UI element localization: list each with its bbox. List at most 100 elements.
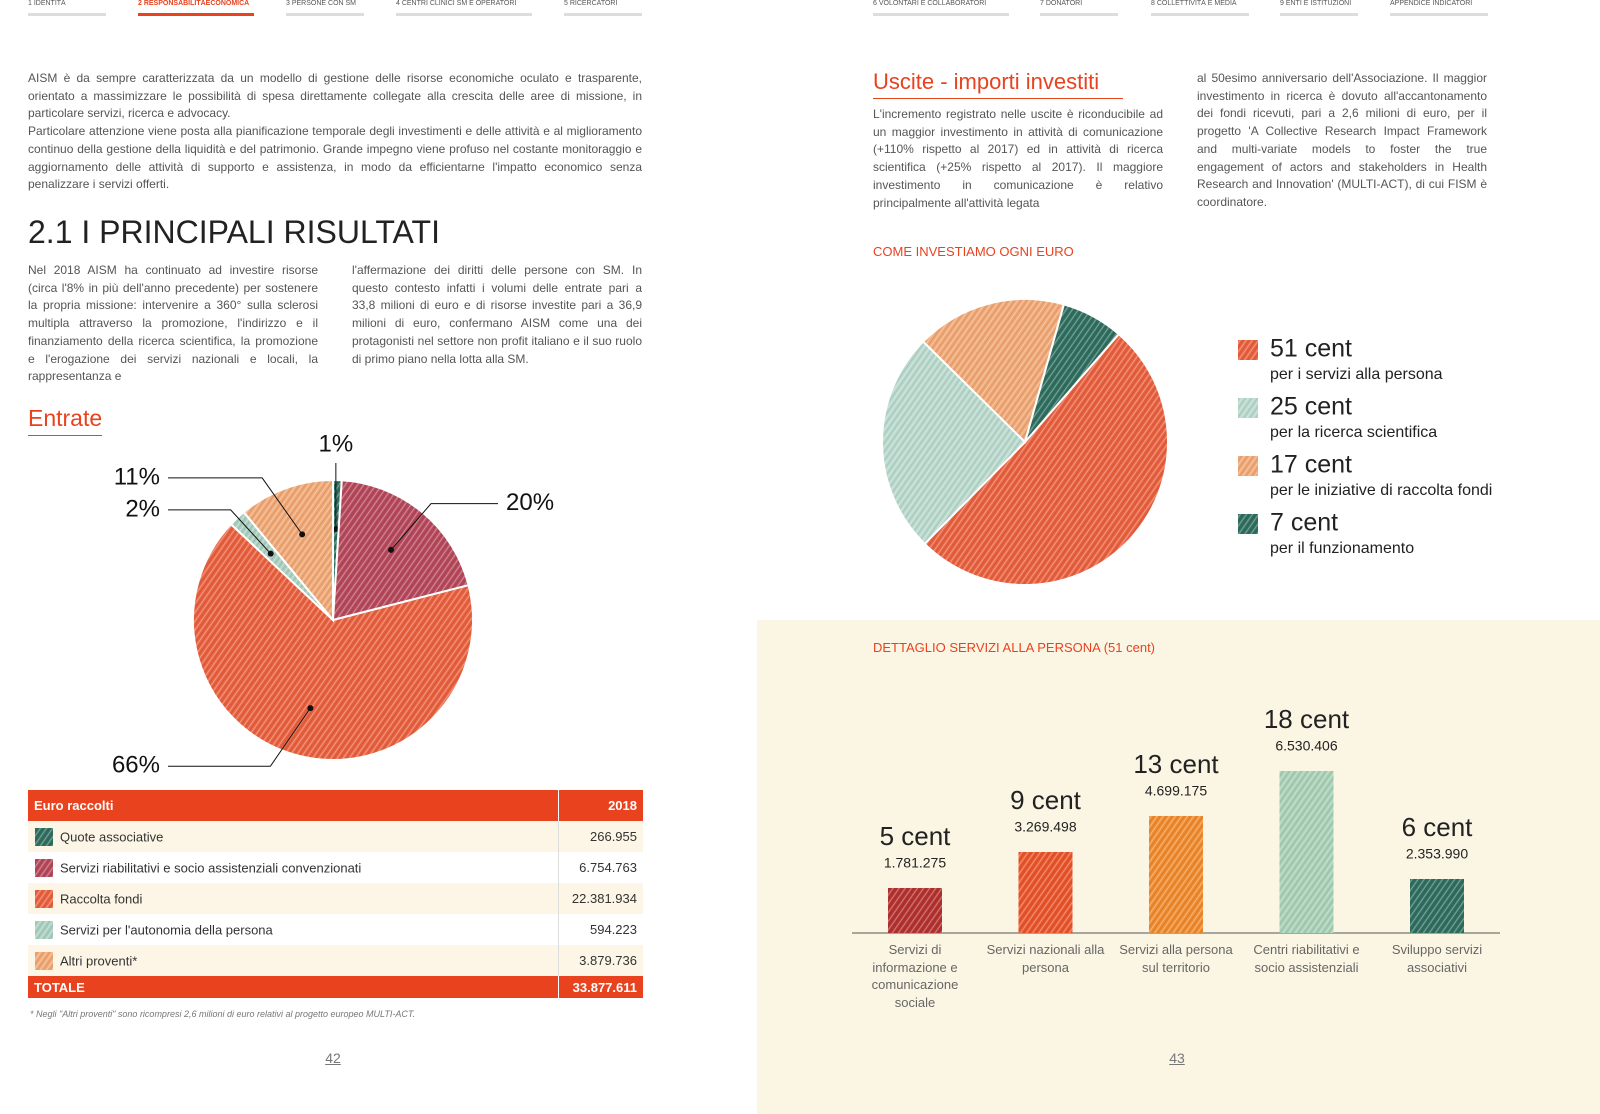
table-cell: 3.879.736 (558, 945, 643, 976)
paragraph: l'affermazione dei diritti delle persone… (352, 263, 642, 366)
header-cell: 2018 (558, 790, 643, 821)
amount-label: 3.269.498 (1014, 819, 1076, 835)
swatch (35, 827, 53, 846)
table-cell: Servizi per l'autonomia della persona (28, 914, 559, 945)
legend-value: 7 cent (1270, 509, 1338, 537)
chart-title: COME INVESTIAMO OGNI EURO (873, 244, 1074, 259)
nav-item: 5 RICERCATORI (564, 0, 642, 16)
swatch (35, 951, 53, 970)
table-cell: 6.754.763 (558, 852, 643, 883)
legend-value: 25 cent (1270, 393, 1352, 421)
leader-line (168, 707, 311, 767)
paragraph: AISM è da sempre caratterizzata da un mo… (28, 71, 642, 121)
row-label: Altri proventi* (60, 953, 138, 968)
value-label: 5 cent (880, 821, 952, 851)
bar (1279, 771, 1334, 933)
table-row: Raccolta fondi 22.381.934 (28, 883, 643, 914)
value-label: 18 cent (1264, 704, 1350, 734)
pie-slice (1024, 303, 1121, 443)
table: Euro raccolti 2018 Quote associative 266.95… (28, 790, 643, 998)
nav-item: 6 VOLONTARI E COLLABORATORI (873, 0, 1009, 16)
legend-label: per il funzionamento (1270, 540, 1414, 557)
nav-item: 3 PERSONE CON SM (286, 0, 364, 16)
legend-label: per le iniziative di raccolta fondi (1270, 482, 1492, 499)
nav-item: 8 COLLETTIVITÀ E MEDIA (1151, 0, 1249, 16)
table-row: Servizi per l'autonomia della persona 594… (28, 914, 643, 945)
table-cell: 266.955 (558, 821, 643, 852)
table-cell: Quote associative (28, 821, 559, 852)
heading: 2.1 I PRINCIPALI RISULTATI (28, 214, 440, 250)
row-label: Servizi riabilitativi e socio assistenzi… (60, 860, 362, 875)
legend-label: per i servizi alla persona (1270, 366, 1443, 383)
legend-swatch (1238, 398, 1258, 418)
data-label: 2% (125, 495, 160, 522)
pie-slice (881, 340, 1027, 546)
amount-label: 1.781.275 (884, 855, 946, 871)
paragraph: al 50esimo anniversario dell'Associazion… (1197, 71, 1487, 209)
heading: Uscite - importi investiti (873, 69, 1123, 99)
paragraph: L'incremento registrato nelle uscite è r… (873, 107, 1163, 210)
bar (1410, 879, 1464, 933)
nav-item: 2 RESPONSABILITÀECONOMICA (138, 0, 254, 16)
table-row: Servizi riabilitativi e socio assistenzi… (28, 852, 643, 883)
data-label: 20% (506, 489, 554, 516)
table-cell: Raccolta fondi (28, 883, 559, 914)
table-header: Euro raccolti 2018 (28, 790, 643, 821)
bar (1149, 816, 1203, 933)
pie-slice (242, 478, 334, 623)
total-cell: 33.877.611 (558, 976, 643, 998)
value-label: 6 cent (1402, 812, 1474, 842)
data-label: 1% (319, 430, 354, 457)
footnote: * Negli "Altri proventi" sono ricompresi… (30, 1009, 416, 1019)
pie-slice (921, 298, 1066, 444)
total-cell: TOTALE (34, 979, 85, 995)
pie-slice (923, 332, 1169, 586)
category-label: Servizi nazionali alla persona (986, 942, 1105, 975)
paragraph: Nel 2018 AISM ha continuato ad investire… (28, 263, 318, 384)
category-label: Centri riabilitativi e socio assistenzia… (1253, 942, 1360, 975)
header-cell: Euro raccolti (34, 798, 114, 813)
swatch (35, 920, 53, 939)
chart-title: Entrate (28, 405, 103, 436)
row-label: Servizi per l'autonomia della persona (60, 922, 273, 937)
page-number: 42 (325, 1050, 341, 1066)
row-label: Quote associative (60, 829, 164, 844)
chart-title: DETTAGLIO SERVIZI ALLA PERSONA (51 cent) (873, 640, 1156, 655)
leader-line (168, 477, 303, 535)
table-row: Quote associative 266.955 (28, 821, 643, 852)
legend-value: 17 cent (1270, 451, 1352, 479)
nav-item: 9 ENTI E ISTITUZIONI (1280, 0, 1358, 16)
table-total: TOTALE 33.877.611 (28, 976, 643, 998)
leader-line (168, 509, 272, 555)
table-cell: Altri proventi* (28, 945, 559, 976)
value-label: 13 cent (1133, 749, 1219, 779)
pie-slice (331, 479, 470, 622)
category-label: Sviluppo servizi associativi (1391, 942, 1483, 975)
leader-line (390, 503, 498, 551)
table-body: Euro raccolti 2018 Quote associative 266.95… (28, 790, 643, 998)
amount-label: 2.353.990 (1406, 846, 1468, 862)
legend-swatch (1238, 340, 1258, 360)
paragraph: Particolare attenzione viene posta alla … (28, 124, 642, 192)
nav-item: 7 DONATORI (1040, 0, 1118, 16)
table-cell: 22.381.934 (558, 883, 643, 914)
amount-label: 6.530.406 (1275, 738, 1337, 754)
legend-swatch (1238, 456, 1258, 476)
nav-item: 4 CENTRI CLINICI SM E OPERATORI (396, 0, 532, 16)
row-label: Raccolta fondi (60, 891, 143, 906)
pie-slice (192, 522, 474, 761)
legend-value: 51 cent (1270, 335, 1352, 363)
nav-item: APPENDICE INDICATORI (1390, 0, 1488, 16)
value-label: 9 cent (1010, 785, 1082, 815)
bar (888, 888, 942, 933)
table-cell: Servizi riabilitativi e socio assistenzi… (28, 852, 559, 883)
category-label: Servizi alla persona sul territorio (1119, 942, 1233, 975)
legend-label: per la ricerca scientifica (1270, 424, 1437, 441)
swatch (35, 889, 53, 908)
intro: AISM è da sempre caratterizzata da un mo… (28, 70, 642, 194)
nav-item: 1 IDENTITÀ (28, 0, 106, 16)
page-number: 43 (1169, 1050, 1185, 1066)
bar (1018, 852, 1073, 933)
